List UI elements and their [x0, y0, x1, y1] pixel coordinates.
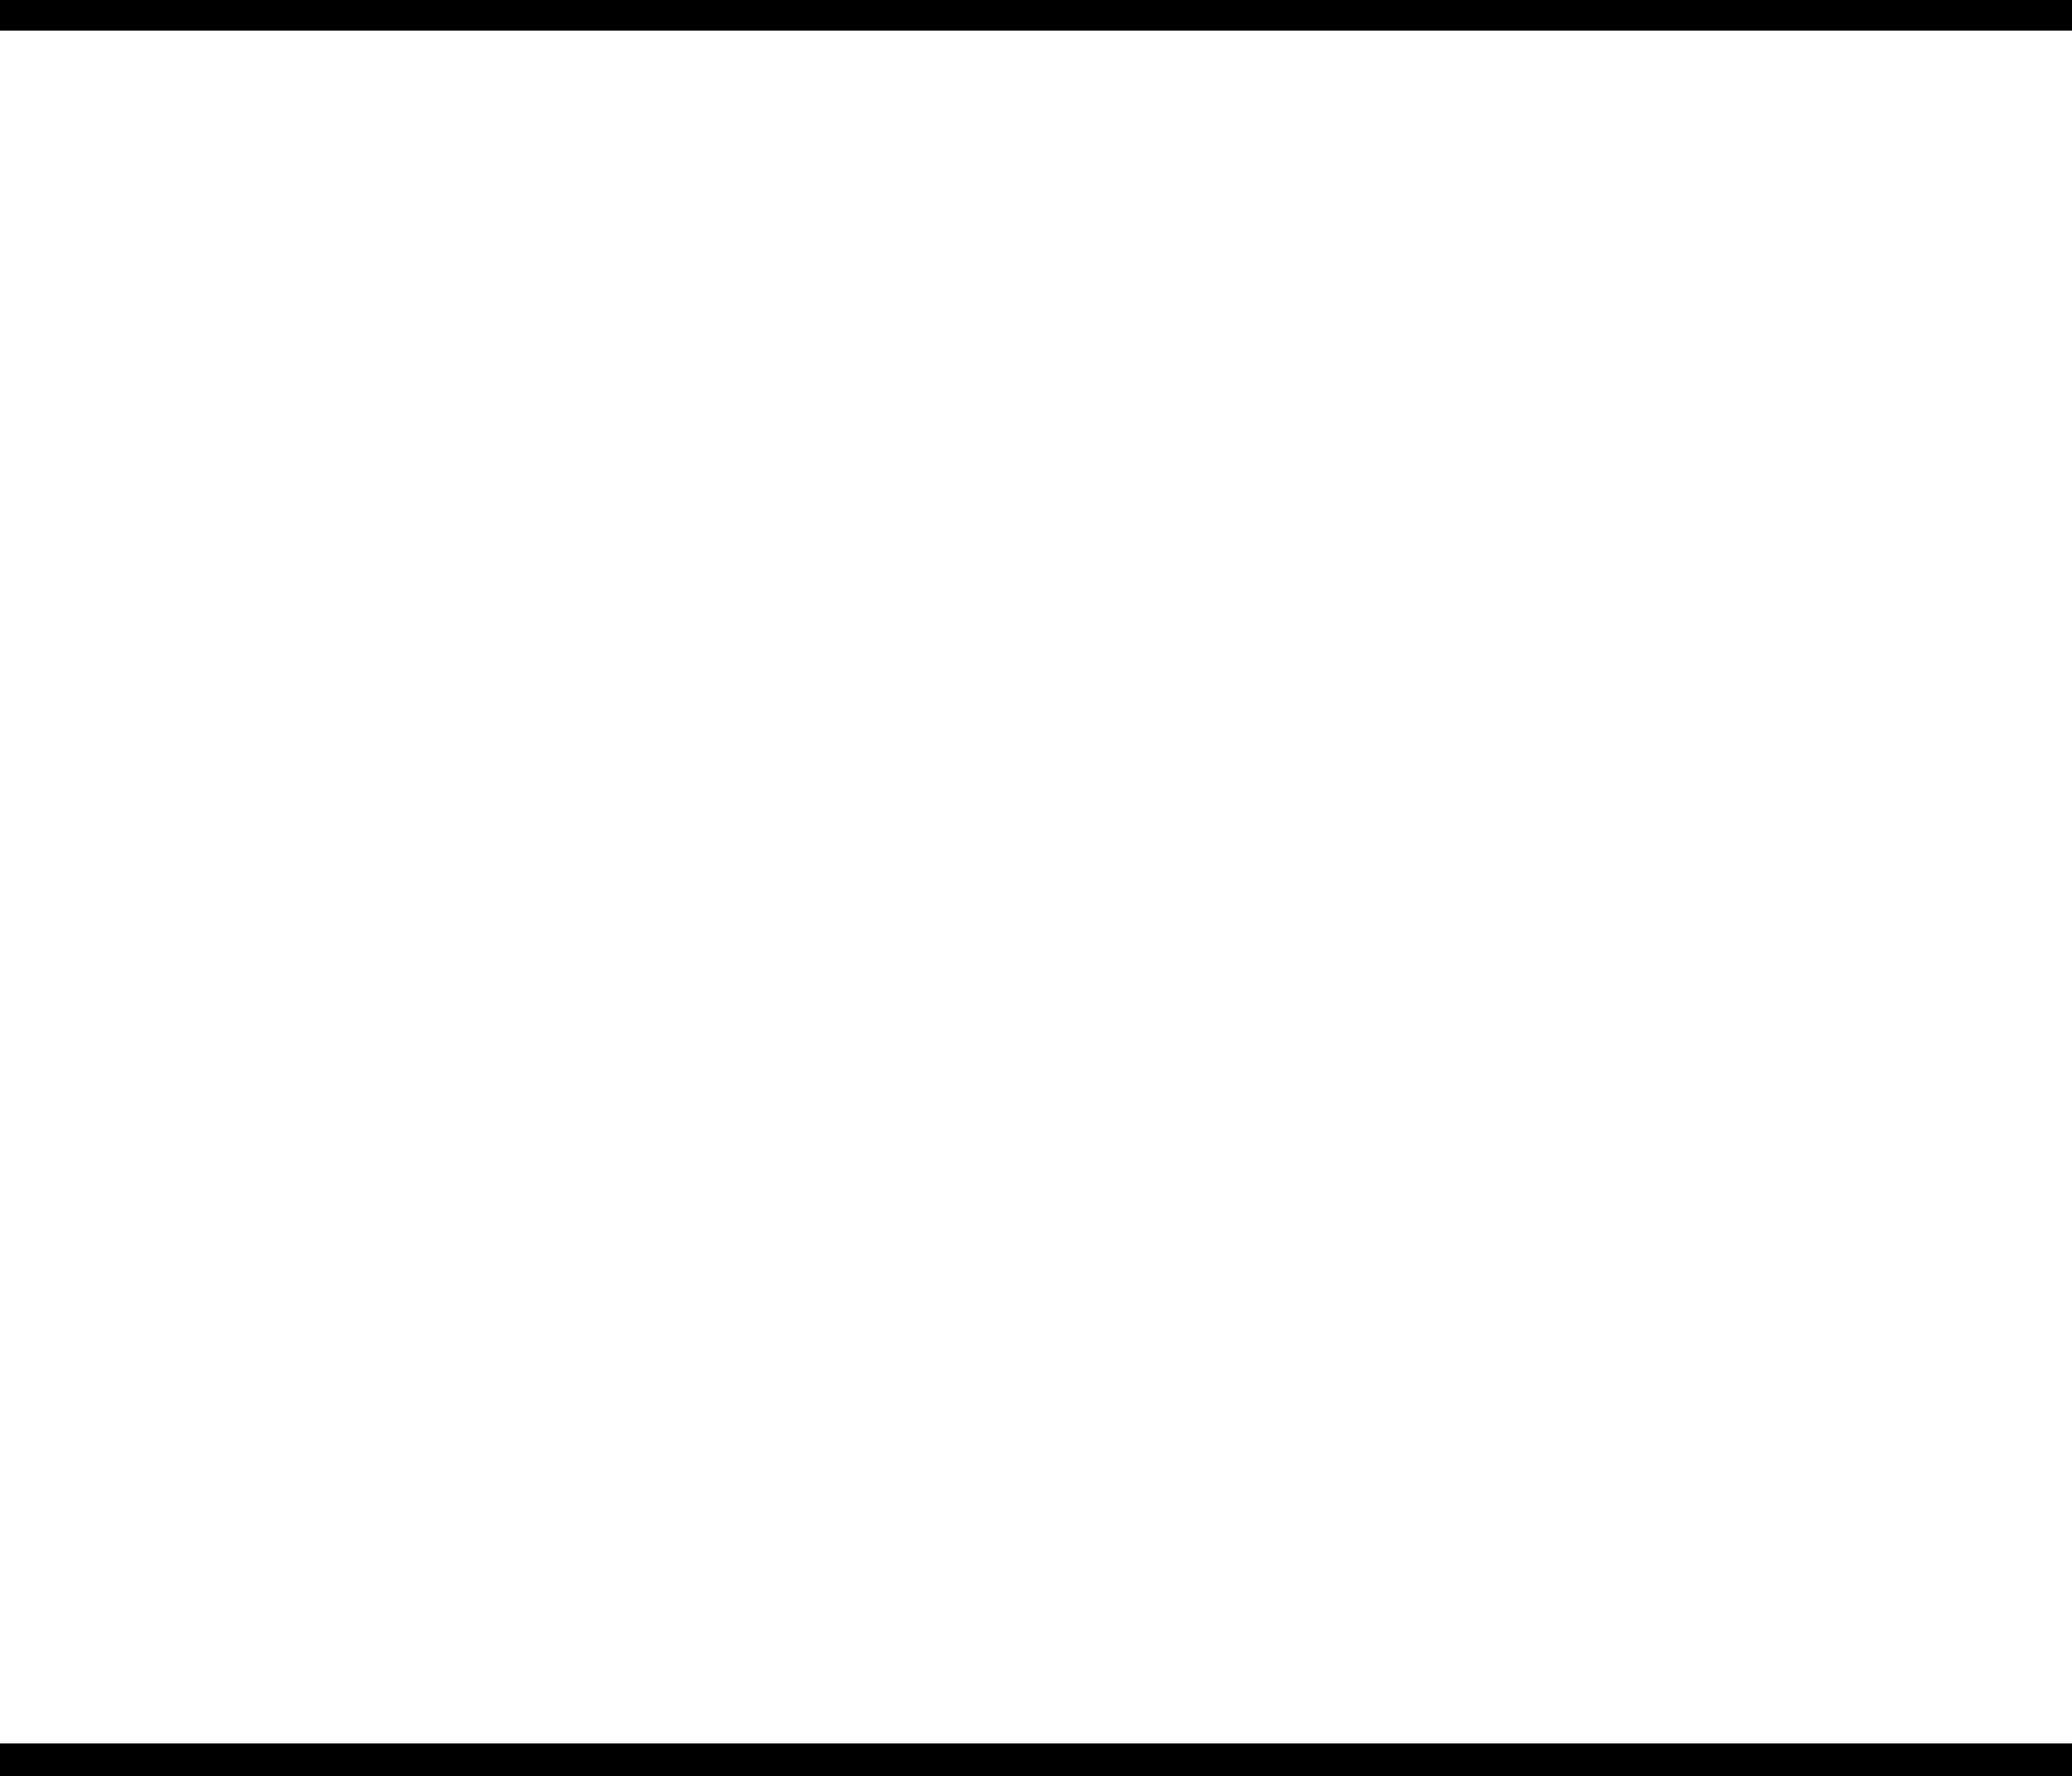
x-axis-label — [299, 1644, 1483, 1709]
y-axis-label — [27, 539, 92, 1190]
colorbar-title — [1638, 685, 2052, 750]
chart-title — [299, 57, 1483, 130]
figure-panel — [0, 31, 2072, 1743]
